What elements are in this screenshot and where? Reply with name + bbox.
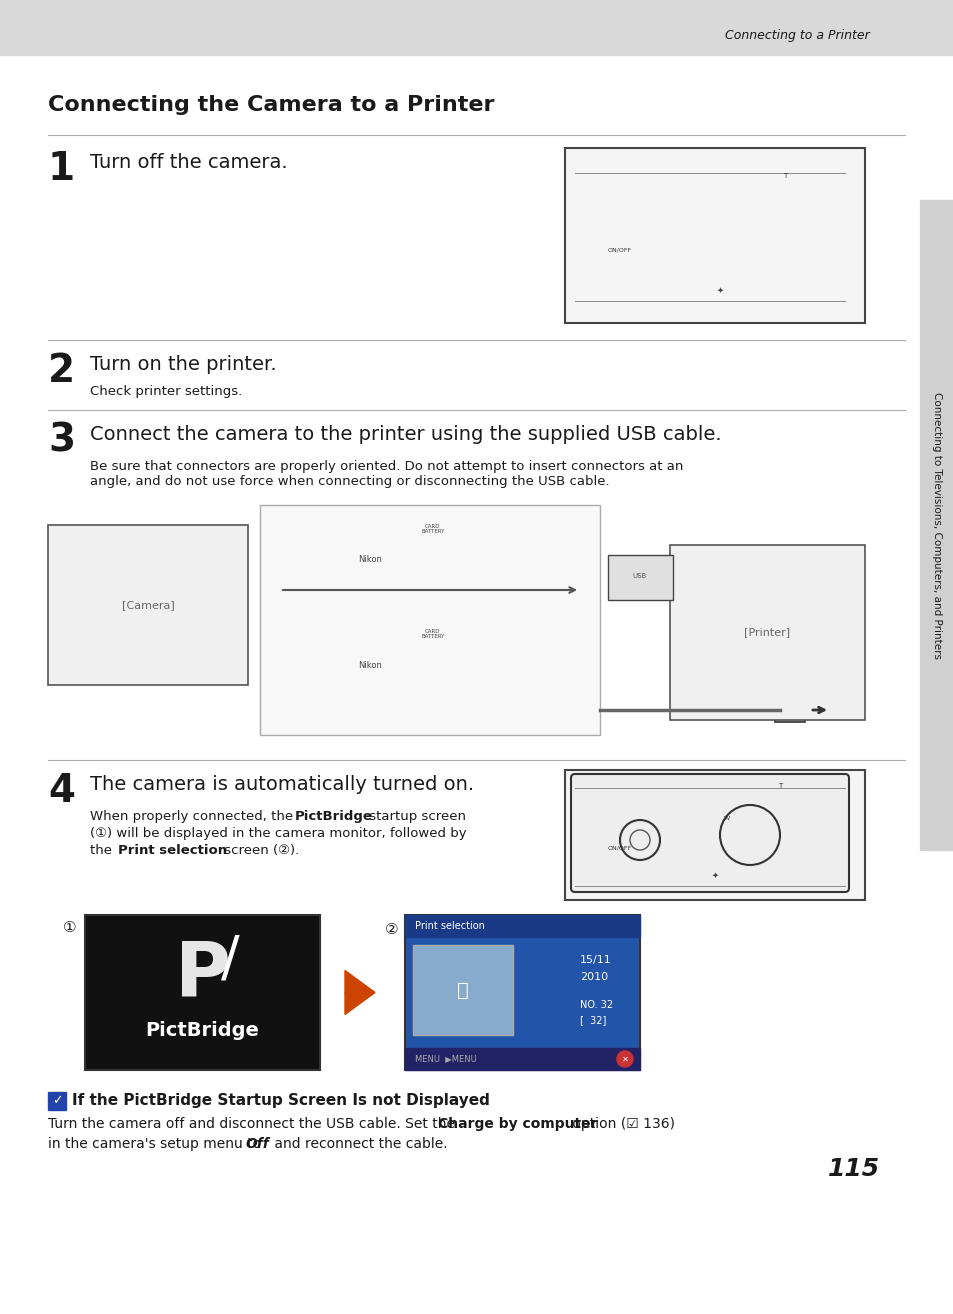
Text: 115: 115 (827, 1158, 879, 1181)
Text: MENU  ▶MENU: MENU ▶MENU (415, 1055, 476, 1063)
Bar (48, 526, 248, 685)
Text: Turn the camera off and disconnect the USB cable. Set the: Turn the camera off and disconnect the U… (48, 1117, 459, 1131)
Text: P: P (174, 938, 231, 1012)
Text: [Camera]: [Camera] (121, 600, 174, 610)
Text: the: the (90, 844, 116, 857)
Text: 3: 3 (48, 422, 75, 460)
Bar (405, 915, 639, 937)
Text: W: W (723, 816, 729, 821)
Text: 4: 4 (48, 773, 75, 809)
Text: When properly connected, the: When properly connected, the (90, 809, 297, 823)
Text: Connect the camera to the printer using the supplied USB cable.: Connect the camera to the printer using … (90, 424, 720, 444)
Text: Turn off the camera.: Turn off the camera. (90, 152, 287, 172)
Circle shape (617, 1051, 633, 1067)
Text: Nikon: Nikon (357, 556, 381, 565)
Text: option (☑ 136): option (☑ 136) (567, 1117, 675, 1131)
Text: [  32]: [ 32] (579, 1014, 606, 1025)
Text: The camera is automatically turned on.: The camera is automatically turned on. (90, 775, 474, 794)
Text: ON/OFF: ON/OFF (607, 845, 632, 850)
Text: ✦: ✦ (711, 871, 718, 880)
Bar (669, 545, 864, 720)
Text: CARD
BATTERY: CARD BATTERY (421, 628, 444, 640)
Bar (564, 770, 864, 900)
Text: 📷: 📷 (456, 980, 468, 1000)
Bar (607, 555, 672, 600)
Text: in the camera's setup menu to: in the camera's setup menu to (48, 1137, 265, 1151)
Bar (0, 0, 953, 55)
Text: 15/11: 15/11 (579, 955, 611, 964)
Bar (280, 620, 459, 710)
Bar (280, 515, 459, 604)
Bar (919, 200, 953, 850)
Text: Print selection: Print selection (415, 921, 484, 932)
Text: Nikon: Nikon (357, 661, 381, 670)
Text: Charge by computer: Charge by computer (437, 1117, 597, 1131)
Bar (48, 1092, 66, 1110)
Bar (260, 505, 599, 735)
Text: 1: 1 (48, 150, 75, 188)
Polygon shape (345, 992, 375, 1014)
Text: Check printer settings.: Check printer settings. (90, 385, 242, 398)
Text: PictBridge: PictBridge (294, 809, 373, 823)
Text: Turn on the printer.: Turn on the printer. (90, 355, 276, 374)
Text: CARD
BATTERY: CARD BATTERY (421, 523, 444, 535)
Text: ②: ② (385, 922, 398, 937)
Text: Connecting to a Printer: Connecting to a Printer (724, 29, 869, 42)
Bar (85, 915, 319, 1070)
Polygon shape (345, 971, 375, 992)
Text: Connecting to Televisions, Computers, and Printers: Connecting to Televisions, Computers, an… (931, 392, 941, 658)
Text: Be sure that connectors are properly oriented. Do not attempt to insert connecto: Be sure that connectors are properly ori… (90, 460, 682, 487)
Text: PictBridge: PictBridge (146, 1021, 259, 1039)
Text: startup screen: startup screen (365, 809, 465, 823)
Text: Off: Off (246, 1137, 270, 1151)
Text: ①: ① (63, 920, 77, 936)
Text: screen (②).: screen (②). (220, 844, 299, 857)
Bar (413, 945, 513, 1035)
Bar (410, 625, 455, 660)
Bar (410, 520, 455, 555)
Bar (774, 698, 804, 721)
Text: ✕: ✕ (620, 1055, 628, 1063)
Text: If the PictBridge Startup Screen Is not Displayed: If the PictBridge Startup Screen Is not … (71, 1092, 489, 1108)
Text: /: / (221, 933, 239, 987)
Bar (564, 148, 864, 323)
Text: T: T (782, 173, 786, 179)
Text: NO. 32: NO. 32 (579, 1000, 613, 1010)
Text: 2: 2 (48, 352, 75, 390)
Text: USB: USB (632, 573, 646, 579)
Bar (405, 1049, 639, 1070)
Text: ON/OFF: ON/OFF (607, 247, 632, 252)
FancyBboxPatch shape (569, 158, 849, 307)
Text: T: T (777, 783, 781, 788)
Text: ✓: ✓ (51, 1095, 62, 1108)
Text: 2010: 2010 (579, 972, 607, 982)
Text: Print selection: Print selection (118, 844, 227, 857)
Text: ✦: ✦ (716, 286, 722, 296)
Text: Connecting the Camera to a Printer: Connecting the Camera to a Printer (48, 95, 494, 116)
Bar (405, 915, 639, 1070)
FancyBboxPatch shape (571, 774, 848, 892)
Text: and reconnect the cable.: and reconnect the cable. (270, 1137, 447, 1151)
Text: [Printer]: [Printer] (743, 628, 790, 637)
Text: (①) will be displayed in the camera monitor, followed by: (①) will be displayed in the camera moni… (90, 827, 466, 840)
